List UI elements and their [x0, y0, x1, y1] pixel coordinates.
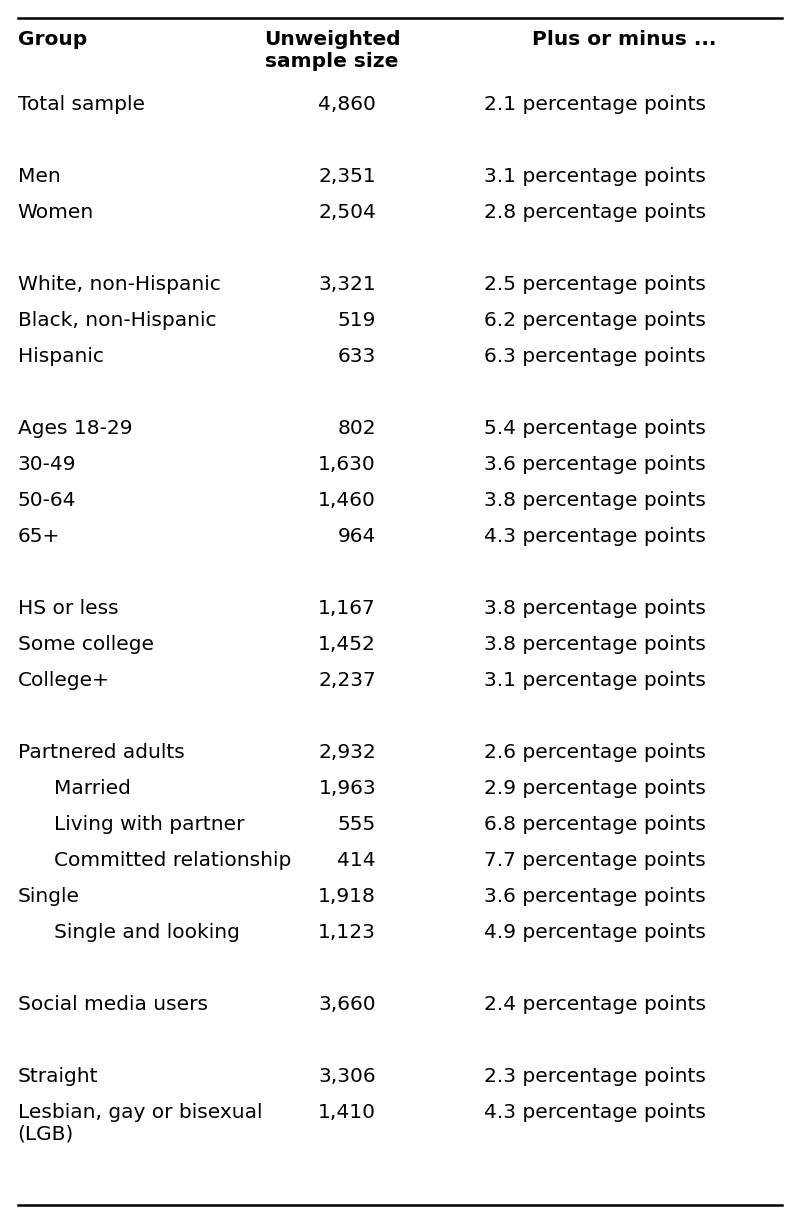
Text: 3.1 percentage points: 3.1 percentage points [484, 671, 706, 691]
Text: 3,306: 3,306 [318, 1067, 376, 1086]
Text: Social media users: Social media users [18, 995, 208, 1015]
Text: Partnered adults: Partnered adults [18, 743, 184, 762]
Text: Committed relationship: Committed relationship [54, 851, 291, 870]
Text: White, non-Hispanic: White, non-Hispanic [18, 275, 220, 294]
Text: Hispanic: Hispanic [18, 347, 103, 365]
Text: 1,918: 1,918 [318, 887, 376, 906]
Text: 1,167: 1,167 [318, 599, 376, 618]
Text: Lesbian, gay or bisexual
(LGB): Lesbian, gay or bisexual (LGB) [18, 1104, 262, 1144]
Text: 519: 519 [338, 311, 376, 330]
Text: 555: 555 [338, 815, 376, 834]
Text: 6.2 percentage points: 6.2 percentage points [484, 311, 706, 330]
Text: 802: 802 [338, 419, 376, 438]
Text: 1,123: 1,123 [318, 923, 376, 942]
Text: 7.7 percentage points: 7.7 percentage points [484, 851, 706, 870]
Text: 1,460: 1,460 [318, 491, 376, 510]
Text: Ages 18-29: Ages 18-29 [18, 419, 132, 438]
Text: 2.1 percentage points: 2.1 percentage points [484, 95, 706, 114]
Text: 4.3 percentage points: 4.3 percentage points [484, 1104, 706, 1122]
Text: 4.9 percentage points: 4.9 percentage points [484, 923, 706, 942]
Text: 6.8 percentage points: 6.8 percentage points [484, 815, 706, 834]
Text: Straight: Straight [18, 1067, 98, 1086]
Text: 2,237: 2,237 [318, 671, 376, 691]
Text: 6.3 percentage points: 6.3 percentage points [484, 347, 706, 365]
Text: Group: Group [18, 30, 87, 49]
Text: 4,860: 4,860 [318, 95, 376, 114]
Text: Living with partner: Living with partner [54, 815, 244, 834]
Text: Single and looking: Single and looking [54, 923, 239, 942]
Text: 30-49: 30-49 [18, 456, 76, 474]
Text: 3,321: 3,321 [318, 275, 376, 294]
Text: Married: Married [54, 780, 130, 798]
Text: 5.4 percentage points: 5.4 percentage points [484, 419, 706, 438]
Text: 2.9 percentage points: 2.9 percentage points [484, 780, 706, 798]
Text: 633: 633 [338, 347, 376, 365]
Text: 50-64: 50-64 [18, 491, 76, 510]
Text: 4.3 percentage points: 4.3 percentage points [484, 527, 706, 546]
Text: 1,963: 1,963 [318, 780, 376, 798]
Text: 964: 964 [338, 527, 376, 546]
Text: 3.6 percentage points: 3.6 percentage points [484, 887, 706, 906]
Text: 2.4 percentage points: 2.4 percentage points [484, 995, 706, 1015]
Text: 414: 414 [338, 851, 376, 870]
Text: 3,660: 3,660 [318, 995, 376, 1015]
Text: 2,351: 2,351 [318, 167, 376, 186]
Text: 3.8 percentage points: 3.8 percentage points [484, 635, 706, 654]
Text: Men: Men [18, 167, 60, 186]
Text: 1,630: 1,630 [318, 456, 376, 474]
Text: Black, non-Hispanic: Black, non-Hispanic [18, 311, 216, 330]
Text: 3.8 percentage points: 3.8 percentage points [484, 491, 706, 510]
Text: 3.1 percentage points: 3.1 percentage points [484, 167, 706, 186]
Text: Unweighted
sample size: Unweighted sample size [264, 30, 400, 71]
Text: Single: Single [18, 887, 79, 906]
Text: Some college: Some college [18, 635, 154, 654]
Text: 2.3 percentage points: 2.3 percentage points [484, 1067, 706, 1086]
Text: 2.8 percentage points: 2.8 percentage points [484, 203, 706, 222]
Text: 3.8 percentage points: 3.8 percentage points [484, 599, 706, 618]
Text: HS or less: HS or less [18, 599, 118, 618]
Text: 2.6 percentage points: 2.6 percentage points [484, 743, 706, 762]
Text: Women: Women [18, 203, 94, 222]
Text: 3.6 percentage points: 3.6 percentage points [484, 456, 706, 474]
Text: Total sample: Total sample [18, 95, 145, 114]
Text: 2.5 percentage points: 2.5 percentage points [484, 275, 706, 294]
Text: 1,410: 1,410 [318, 1104, 376, 1122]
Text: 65+: 65+ [18, 527, 60, 546]
Text: 1,452: 1,452 [318, 635, 376, 654]
Text: Plus or minus ...: Plus or minus ... [532, 30, 716, 49]
Text: College+: College+ [18, 671, 110, 691]
Text: 2,504: 2,504 [318, 203, 376, 222]
Text: 2,932: 2,932 [318, 743, 376, 762]
